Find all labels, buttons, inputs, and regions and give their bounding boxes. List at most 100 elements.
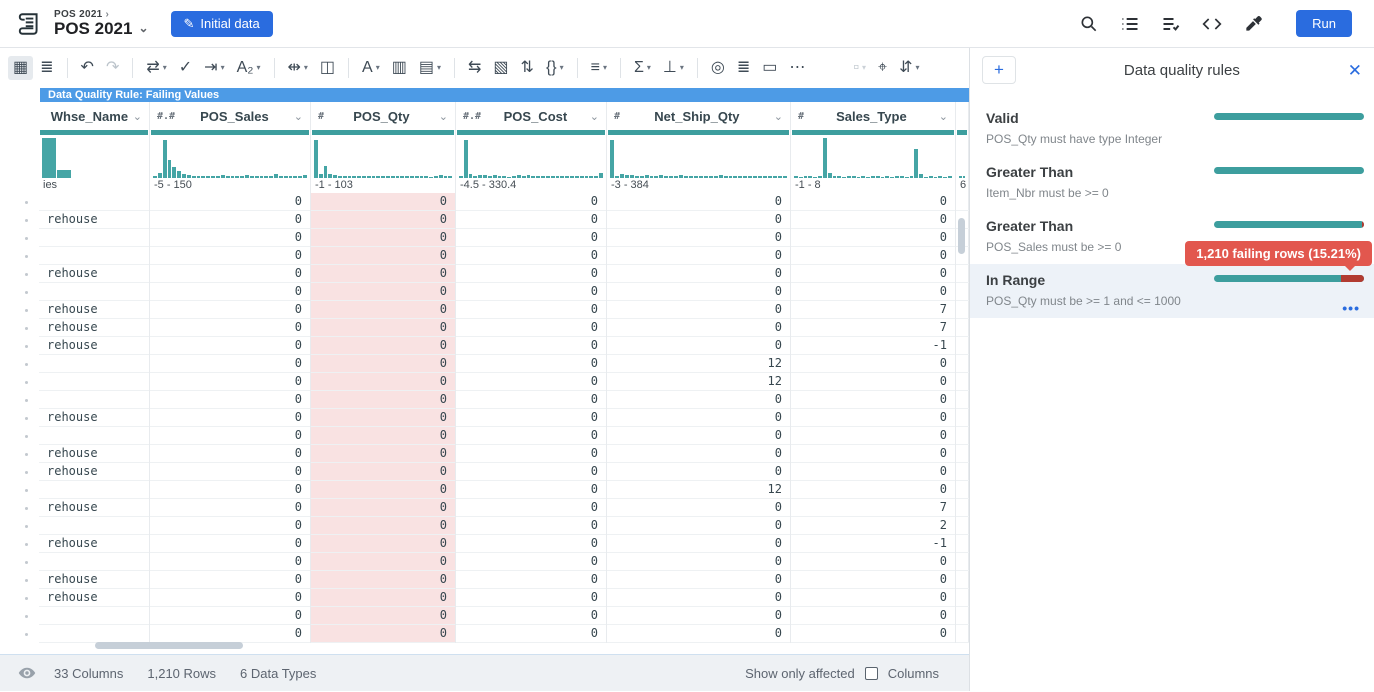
table-cell[interactable]: 0 [456, 211, 606, 229]
table-cell[interactable]: 0 [607, 463, 790, 481]
histogram-bar[interactable] [448, 176, 453, 178]
histogram-bar[interactable] [610, 140, 614, 178]
table-cell[interactable]: 0 [607, 265, 790, 283]
histogram-bar[interactable] [758, 176, 763, 178]
table-cell[interactable]: 0 [150, 625, 310, 643]
histogram-bar[interactable] [172, 167, 177, 178]
histogram-bar[interactable] [249, 176, 254, 178]
histogram-bar[interactable] [899, 176, 904, 178]
union-icon[interactable]: ≣ [732, 56, 755, 80]
table-cell[interactable]: rehouse [39, 409, 149, 427]
table-cell[interactable] [39, 193, 149, 211]
histogram-bar[interactable] [851, 176, 856, 178]
table-cell[interactable]: 0 [791, 229, 955, 247]
column-histogram[interactable] [456, 136, 606, 178]
histogram-bar[interactable] [808, 176, 813, 178]
table-cell[interactable]: 0 [311, 589, 455, 607]
column-menu-chevron-icon[interactable]: ⌄ [773, 110, 783, 123]
histogram-bar[interactable] [782, 176, 787, 178]
column-header-pos_qty[interactable]: # POS_Qty ⌄ [311, 102, 455, 130]
histogram-bar[interactable] [424, 176, 429, 178]
table-cell[interactable] [39, 481, 149, 499]
histogram-bar[interactable] [674, 176, 679, 178]
histogram-bar[interactable] [211, 176, 215, 178]
histogram-bar[interactable] [619, 174, 624, 178]
histogram-bar[interactable] [708, 176, 713, 178]
horizontal-scrollbar[interactable] [95, 642, 243, 649]
histogram-bar[interactable] [938, 176, 943, 178]
table-cell[interactable]: 0 [311, 571, 455, 589]
histogram-bar[interactable] [698, 176, 703, 178]
table-cell[interactable]: rehouse [39, 265, 149, 283]
column-menu-chevron-icon[interactable]: ⌄ [938, 110, 948, 123]
table-cell[interactable]: 0 [456, 427, 606, 445]
column-histogram[interactable] [956, 136, 968, 178]
table-cell[interactable]: 12 [607, 373, 790, 391]
settings-icon[interactable]: ⇵ ▾ [894, 56, 924, 80]
table-cell[interactable]: -1 [791, 337, 955, 355]
table-cell[interactable]: 0 [456, 481, 606, 499]
table-cell[interactable]: 0 [791, 265, 955, 283]
histogram-bar[interactable] [376, 176, 381, 178]
histogram-bar[interactable] [579, 176, 584, 178]
table-cell[interactable]: 0 [311, 499, 455, 517]
table-cell[interactable] [956, 535, 969, 553]
column-menu-chevron-icon[interactable]: ⌄ [438, 110, 448, 123]
histogram-bar[interactable] [689, 176, 693, 178]
histogram-bar[interactable] [733, 176, 738, 178]
rule-item[interactable]: Valid POS_Qty must have type Integer [970, 102, 1374, 156]
histogram-bar[interactable] [235, 176, 240, 178]
table-cell[interactable]: 0 [150, 193, 310, 211]
histogram-bar[interactable] [866, 177, 870, 178]
table-cell[interactable]: 0 [607, 625, 790, 643]
histogram-bar[interactable] [777, 176, 782, 178]
histogram-bar[interactable] [923, 177, 928, 178]
histogram-bar[interactable] [497, 176, 502, 178]
histogram-bar[interactable] [478, 175, 483, 178]
table-cell[interactable]: 0 [607, 391, 790, 409]
histogram-bar[interactable] [333, 175, 337, 178]
steps-check-icon[interactable] [1161, 14, 1181, 34]
histogram-bar[interactable] [654, 176, 659, 178]
table-cell[interactable]: 0 [150, 607, 310, 625]
histogram-bar[interactable] [684, 176, 688, 178]
table-cell[interactable]: 0 [150, 337, 310, 355]
histogram-bar[interactable] [157, 173, 162, 178]
histogram-bar[interactable] [298, 176, 303, 178]
table-cell[interactable]: 0 [456, 553, 606, 571]
table-cell[interactable]: 0 [456, 247, 606, 265]
table-cell[interactable]: rehouse [39, 499, 149, 517]
histogram-bar[interactable] [659, 175, 664, 178]
table-cell[interactable]: 12 [607, 355, 790, 373]
histogram-bar[interactable] [57, 170, 71, 178]
standardize-icon[interactable]: ✓ [174, 56, 197, 80]
histogram-bar[interactable] [409, 176, 414, 178]
histogram-bar[interactable] [584, 176, 589, 178]
table-cell[interactable]: 0 [456, 607, 606, 625]
histogram-bar[interactable] [943, 177, 947, 178]
histogram-bar[interactable] [909, 176, 914, 178]
histogram-bar[interactable] [962, 176, 965, 178]
table-cell[interactable]: 0 [150, 445, 310, 463]
comment-icon[interactable]: ▭ [757, 56, 782, 80]
table-cell[interactable]: 0 [607, 553, 790, 571]
table-cell[interactable] [39, 229, 149, 247]
table-cell[interactable]: 0 [791, 283, 955, 301]
more-icon[interactable]: ⋯ [784, 56, 810, 80]
histogram-bar[interactable] [536, 176, 541, 178]
table-cell[interactable]: 0 [311, 607, 455, 625]
table-cell[interactable]: 0 [150, 373, 310, 391]
histogram-bar[interactable] [492, 175, 497, 178]
run-button[interactable]: Run [1296, 10, 1352, 37]
table-cell[interactable]: 0 [607, 229, 790, 247]
table-cell[interactable] [956, 445, 969, 463]
table-cell[interactable]: 0 [311, 427, 455, 445]
table-cell[interactable] [39, 517, 149, 535]
table-cell[interactable]: 0 [791, 355, 955, 373]
table-cell[interactable]: 0 [456, 535, 606, 553]
table-cell[interactable]: rehouse [39, 301, 149, 319]
table-cell[interactable]: 0 [456, 301, 606, 319]
table-cell[interactable]: 0 [791, 481, 955, 499]
histogram-bar[interactable] [366, 176, 371, 178]
table-cell[interactable]: 0 [456, 499, 606, 517]
